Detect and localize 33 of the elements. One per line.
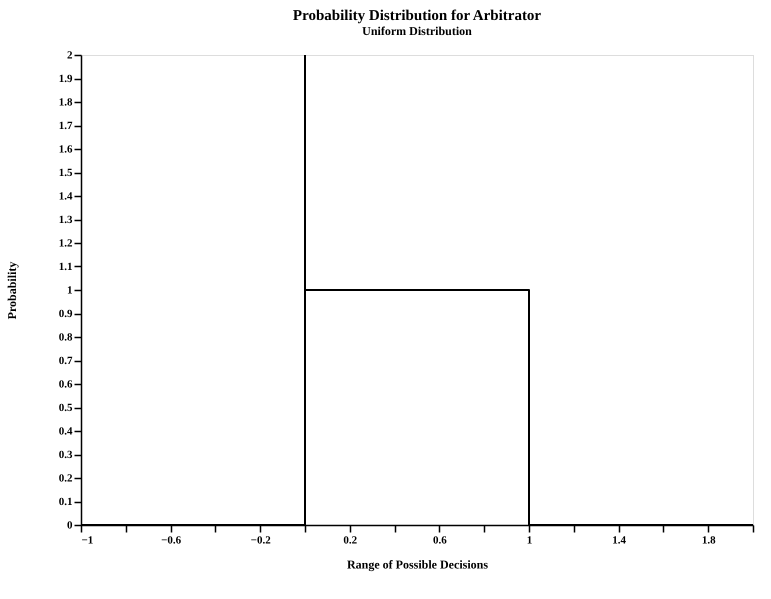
y-tick-label: 2 [67,50,73,62]
y-tick-label: 0.9 [58,308,73,320]
y-tick-label: 0.3 [58,449,73,461]
y-tick-label: 1.5 [58,167,73,179]
y-tick-label: 0.2 [58,472,73,484]
x-axis-title: Range of Possible Decisions [347,558,488,572]
x-tick-label: 1 [526,534,532,546]
x-tick-label: −1 [82,534,94,546]
y-tick-label: 0.8 [58,332,73,344]
y-tick-label: 1.9 [58,73,73,85]
y-tick-label: 1.2 [58,238,73,250]
y-tick-label: 0.6 [58,378,73,390]
x-tick-label: 1.8 [702,534,716,546]
x-tick-label: −0.2 [250,534,272,546]
y-tick-label: 0.7 [58,355,73,367]
y-tick-label: 0.5 [58,402,73,414]
y-tick-label: 1.7 [58,120,73,132]
y-tick-label: 0.1 [58,496,72,508]
x-tick-label: −0.6 [161,534,182,546]
x-tick-label: 0.6 [433,534,448,546]
y-axis-title: Probability [4,262,19,320]
x-tick-label: 0.2 [343,534,358,546]
y-tick-label: 0.4 [58,426,73,438]
y-tick-label: 1 [67,284,72,296]
y-tick-label: 1.8 [58,96,73,108]
y-tick-label: 1.6 [58,144,73,156]
y-tick-label: 0 [67,520,73,532]
y-tick-label: 1.4 [58,190,73,202]
x-tick-label: 1.4 [612,534,626,546]
chart-title: Probability Distribution for Arbitrator [292,8,542,24]
y-tick-label: 1.1 [58,261,72,273]
y-tick-label: 1.3 [58,214,73,226]
chart-subtitle: Uniform Distribution [362,24,472,38]
